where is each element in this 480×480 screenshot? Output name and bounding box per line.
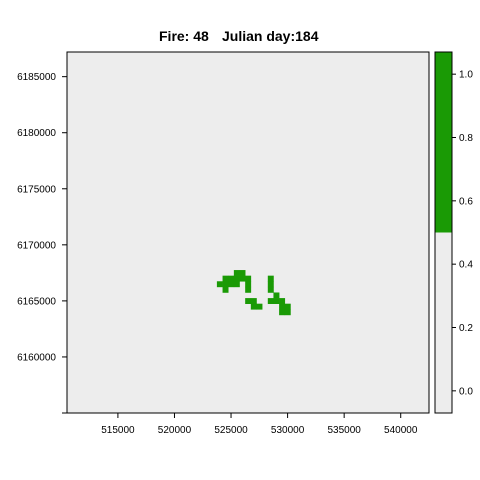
- key-tick-label: 0.2: [459, 323, 473, 334]
- burned-cell: [216, 281, 223, 288]
- burned-cell: [233, 281, 240, 288]
- y-tick-label: 6170000: [17, 240, 56, 251]
- y-axis: 6160000 6165000 6170000 6175000 6180000 61850…: [17, 72, 67, 414]
- burned-cell: [279, 298, 286, 304]
- burned-cell: [222, 286, 229, 293]
- key-tick-label: 0.4: [459, 260, 473, 271]
- burned-cell: [245, 275, 252, 282]
- burned-cell: [233, 275, 240, 282]
- burned-cell: [245, 281, 252, 288]
- burned-cell: [239, 275, 246, 282]
- color-key-high-band: [435, 52, 452, 233]
- burned-cell: [228, 275, 235, 282]
- burned-cell: [267, 281, 274, 288]
- burned-cell: [279, 303, 286, 310]
- color-key-low-band: [435, 232, 452, 413]
- burned-cell: [273, 292, 280, 299]
- burned-cell: [228, 281, 235, 288]
- x-tick-label: 530000: [271, 425, 305, 436]
- x-tick-label: 525000: [214, 425, 248, 436]
- burned-cell: [245, 298, 252, 304]
- map-background: [66, 51, 430, 414]
- burned-cell: [222, 275, 229, 282]
- x-tick-label: 535000: [327, 425, 361, 436]
- key-tick-label: 1.0: [459, 70, 473, 81]
- burned-cell: [250, 298, 257, 304]
- x-tick-label: 515000: [101, 425, 135, 436]
- key-tick-label: 0.0: [459, 386, 473, 397]
- burned-cell: [279, 309, 286, 316]
- y-tick-label: 6180000: [17, 128, 56, 139]
- y-tick-label: 6160000: [17, 352, 56, 363]
- burned-cell: [267, 286, 274, 293]
- color-key: 0.0 0.2 0.4 0.6 0.8 1.0: [434, 51, 473, 414]
- burned-cell: [239, 270, 246, 276]
- chart-title-fire: Fire: 48: [159, 28, 209, 44]
- key-tick-label: 0.6: [459, 196, 473, 207]
- burned-cell: [245, 286, 252, 293]
- burned-cell: [273, 298, 280, 304]
- burned-cell: [284, 309, 291, 316]
- burned-cell: [267, 275, 274, 282]
- x-tick-label: 520000: [158, 425, 192, 436]
- burned-cell: [233, 270, 240, 276]
- burned-cell: [267, 298, 274, 304]
- y-tick-label: 6175000: [17, 184, 56, 195]
- x-tick-label: 540000: [384, 425, 418, 436]
- burned-cell: [284, 303, 291, 310]
- burned-cell: [256, 303, 263, 310]
- color-key-frame: [434, 51, 453, 414]
- burned-cell: [250, 303, 257, 310]
- key-tick-label: 0.8: [459, 133, 473, 144]
- y-tick-label: 6165000: [17, 296, 56, 307]
- x-axis: 515000 520000 525000 530000 535000 540000: [101, 413, 418, 436]
- chart-title-julian-day: Julian day:184: [222, 28, 319, 44]
- color-key-axis: 0.0 0.2 0.4 0.6 0.8 1.0: [452, 70, 473, 397]
- map-panel: 515000 520000 525000 530000 535000 540000 616…: [17, 51, 430, 436]
- burned-cell: [222, 281, 229, 288]
- burned-cells: [216, 270, 291, 316]
- y-tick-label: 6185000: [17, 72, 56, 83]
